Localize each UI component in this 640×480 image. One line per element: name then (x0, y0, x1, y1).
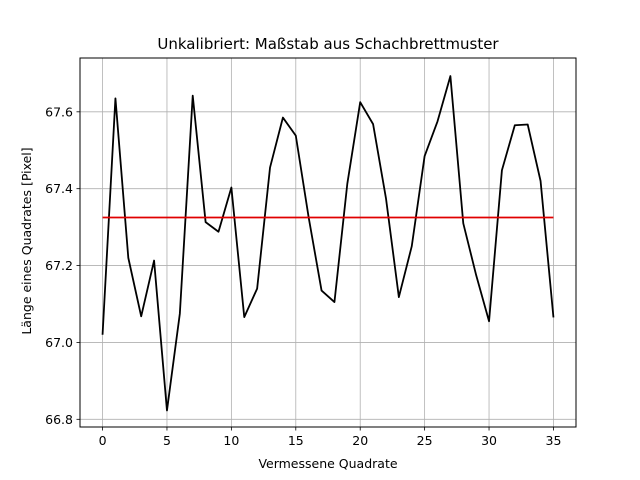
y-tick-label: 67.4 (45, 181, 73, 196)
y-tick-label: 67.0 (45, 335, 73, 350)
x-tick-label: 25 (417, 433, 433, 448)
x-axis-label: Vermessene Quadrate (258, 456, 397, 471)
y-axis: 66.8 67.0 67.2 67.4 67.6 (45, 104, 80, 427)
y-tick-label: 67.2 (45, 258, 73, 273)
grid (80, 58, 576, 427)
x-tick-label: 10 (223, 433, 239, 448)
chart-title: Unkalibriert: Maßstab aus Schachbrettmus… (157, 35, 499, 53)
y-tick-label: 67.6 (45, 104, 73, 119)
y-axis-label: Länge eines Quadrates [Pixel] (19, 147, 34, 334)
y-tick-label: 66.8 (45, 412, 73, 427)
x-tick-label: 35 (546, 433, 562, 448)
x-tick-label: 20 (352, 433, 368, 448)
series-group (101, 75, 555, 412)
plot-frame (79, 57, 577, 428)
x-tick-label: 30 (481, 433, 497, 448)
x-tick-label: 15 (288, 433, 304, 448)
x-tick-label: 5 (163, 433, 171, 448)
measurement-line (101, 75, 555, 412)
x-axis: 0 5 10 15 20 25 30 35 (99, 427, 562, 448)
x-tick-label: 0 (99, 433, 107, 448)
